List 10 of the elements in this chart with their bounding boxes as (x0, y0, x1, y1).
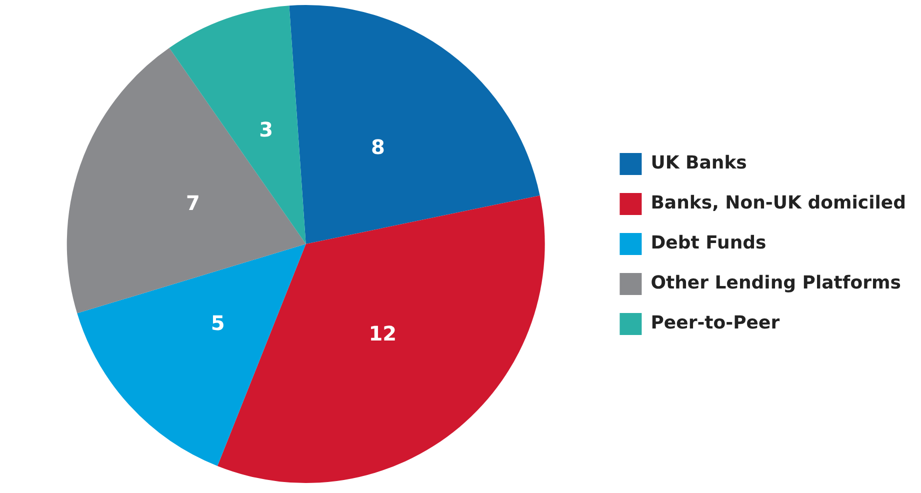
legend-label: Peer-to-Peer (650, 312, 780, 334)
legend-label: Debt Funds (650, 232, 766, 254)
data-label: 12 (368, 322, 397, 346)
data-label: 7 (186, 191, 200, 216)
legend-label: Banks, Non-UK domiciled (650, 192, 906, 214)
data-label: 5 (210, 311, 225, 336)
legend-label: UK Banks (650, 152, 747, 174)
data-label: 3 (259, 118, 274, 142)
data-label: 8 (371, 134, 385, 159)
legend-label: Other Lending Platforms (650, 272, 901, 294)
